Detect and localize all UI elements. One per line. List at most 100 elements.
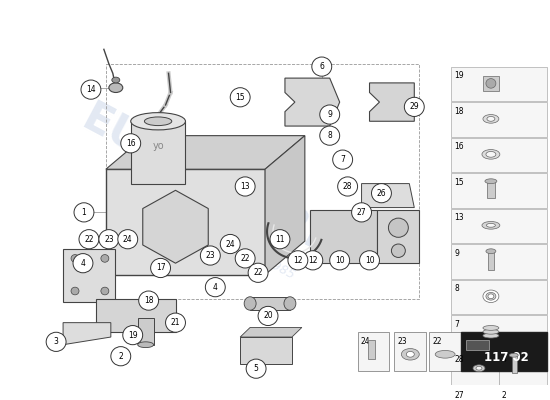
Ellipse shape	[483, 290, 499, 302]
Text: 1: 1	[81, 208, 86, 217]
Circle shape	[333, 150, 353, 169]
Text: 19: 19	[454, 71, 464, 80]
Circle shape	[248, 263, 268, 282]
FancyBboxPatch shape	[451, 102, 547, 137]
Circle shape	[360, 251, 379, 270]
Circle shape	[81, 80, 101, 99]
Circle shape	[329, 251, 350, 270]
Text: 5: 5	[254, 364, 258, 373]
Ellipse shape	[406, 352, 414, 357]
Circle shape	[73, 254, 93, 273]
Ellipse shape	[482, 150, 500, 159]
Text: 10: 10	[365, 256, 375, 265]
Text: 23: 23	[398, 337, 407, 346]
Text: 27: 27	[454, 391, 464, 400]
FancyBboxPatch shape	[487, 181, 495, 198]
Ellipse shape	[483, 114, 499, 123]
Text: 4: 4	[213, 283, 218, 292]
FancyBboxPatch shape	[483, 76, 499, 91]
Circle shape	[371, 184, 392, 203]
Polygon shape	[240, 328, 302, 337]
Ellipse shape	[485, 179, 497, 184]
FancyBboxPatch shape	[367, 340, 376, 359]
Text: 28: 28	[343, 182, 353, 191]
FancyBboxPatch shape	[512, 391, 517, 400]
Ellipse shape	[109, 83, 123, 92]
FancyBboxPatch shape	[451, 244, 547, 278]
Text: 14: 14	[86, 85, 96, 94]
Circle shape	[151, 258, 170, 278]
Text: 9: 9	[327, 110, 332, 119]
Text: 23: 23	[104, 235, 114, 244]
Circle shape	[303, 251, 323, 270]
FancyBboxPatch shape	[451, 280, 547, 314]
FancyBboxPatch shape	[377, 210, 419, 263]
Circle shape	[166, 313, 185, 332]
Text: 2: 2	[118, 352, 123, 361]
Circle shape	[46, 332, 66, 352]
Ellipse shape	[388, 218, 408, 237]
FancyBboxPatch shape	[131, 121, 185, 184]
Ellipse shape	[284, 297, 296, 310]
Circle shape	[338, 177, 358, 196]
Text: 27: 27	[357, 208, 366, 217]
Ellipse shape	[476, 366, 482, 370]
FancyBboxPatch shape	[106, 169, 265, 275]
Text: 18: 18	[144, 296, 153, 305]
Circle shape	[258, 306, 278, 326]
Text: 19: 19	[128, 331, 138, 340]
Text: 22: 22	[84, 235, 94, 244]
Text: 24: 24	[226, 240, 235, 248]
FancyBboxPatch shape	[499, 350, 547, 385]
Ellipse shape	[509, 389, 518, 393]
Ellipse shape	[483, 333, 499, 338]
Circle shape	[99, 230, 119, 249]
Ellipse shape	[112, 77, 120, 83]
FancyBboxPatch shape	[451, 315, 547, 350]
Ellipse shape	[486, 152, 496, 157]
Text: 29: 29	[410, 102, 419, 111]
Ellipse shape	[473, 365, 485, 372]
Polygon shape	[370, 83, 414, 121]
Text: 10: 10	[335, 256, 344, 265]
FancyBboxPatch shape	[461, 332, 547, 371]
FancyBboxPatch shape	[451, 173, 547, 208]
Text: 8: 8	[327, 131, 332, 140]
Text: 24: 24	[361, 337, 370, 346]
Circle shape	[246, 359, 266, 378]
Circle shape	[139, 291, 158, 310]
Ellipse shape	[483, 326, 499, 330]
Text: 21: 21	[170, 318, 180, 327]
Text: 11: 11	[275, 235, 285, 244]
Circle shape	[312, 57, 332, 76]
Text: 16: 16	[454, 142, 464, 151]
Text: a passion for parts since 1985: a passion for parts since 1985	[124, 182, 296, 282]
Circle shape	[288, 251, 308, 270]
Circle shape	[118, 230, 138, 249]
Circle shape	[320, 126, 340, 145]
Circle shape	[111, 347, 131, 366]
Circle shape	[74, 203, 94, 222]
Text: 7: 7	[340, 155, 345, 164]
Circle shape	[123, 326, 142, 345]
FancyBboxPatch shape	[512, 355, 517, 372]
Circle shape	[200, 246, 221, 265]
Ellipse shape	[138, 342, 153, 348]
Ellipse shape	[392, 244, 405, 258]
Polygon shape	[106, 136, 305, 169]
Polygon shape	[361, 184, 414, 208]
FancyBboxPatch shape	[310, 210, 377, 263]
Text: 8: 8	[454, 284, 459, 293]
Ellipse shape	[145, 117, 172, 126]
Ellipse shape	[509, 353, 518, 357]
Polygon shape	[63, 323, 111, 345]
Circle shape	[270, 230, 290, 249]
Circle shape	[235, 249, 255, 268]
Text: 22: 22	[254, 268, 263, 277]
Text: 22: 22	[432, 337, 442, 346]
Ellipse shape	[244, 297, 256, 310]
Text: 22: 22	[240, 254, 250, 263]
FancyBboxPatch shape	[429, 332, 461, 371]
Text: 17: 17	[156, 264, 166, 272]
Text: 7: 7	[454, 320, 459, 329]
